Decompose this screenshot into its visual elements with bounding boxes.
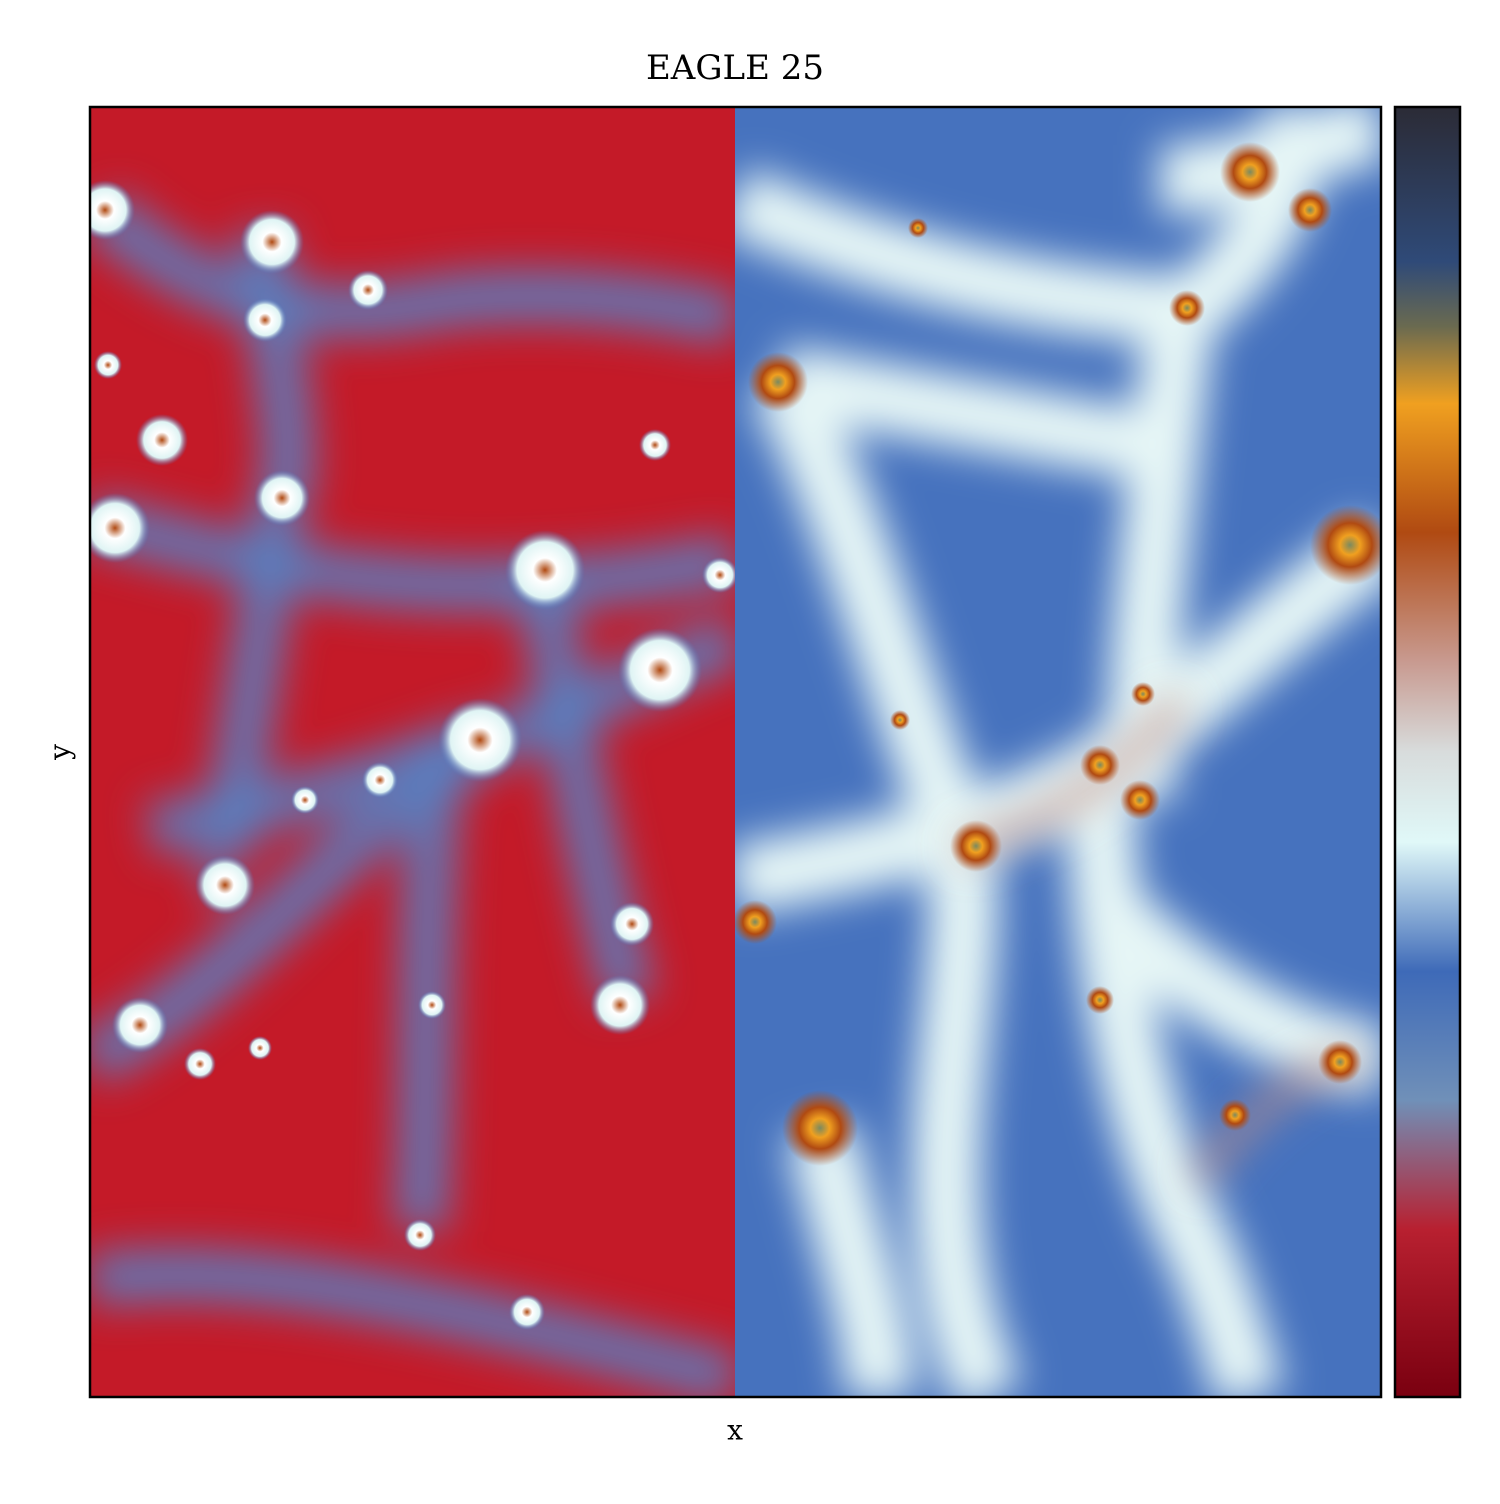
plot-frame xyxy=(88,105,1383,1399)
colorbar xyxy=(1393,105,1462,1399)
right-panel xyxy=(735,107,1381,1397)
y-axis-label: y xyxy=(44,744,77,761)
halos xyxy=(90,180,735,1330)
chart-title: EAGLE 25 xyxy=(646,48,824,88)
halos xyxy=(735,142,1381,1166)
x-axis-label: x xyxy=(727,1414,743,1447)
left-panel xyxy=(90,107,735,1397)
